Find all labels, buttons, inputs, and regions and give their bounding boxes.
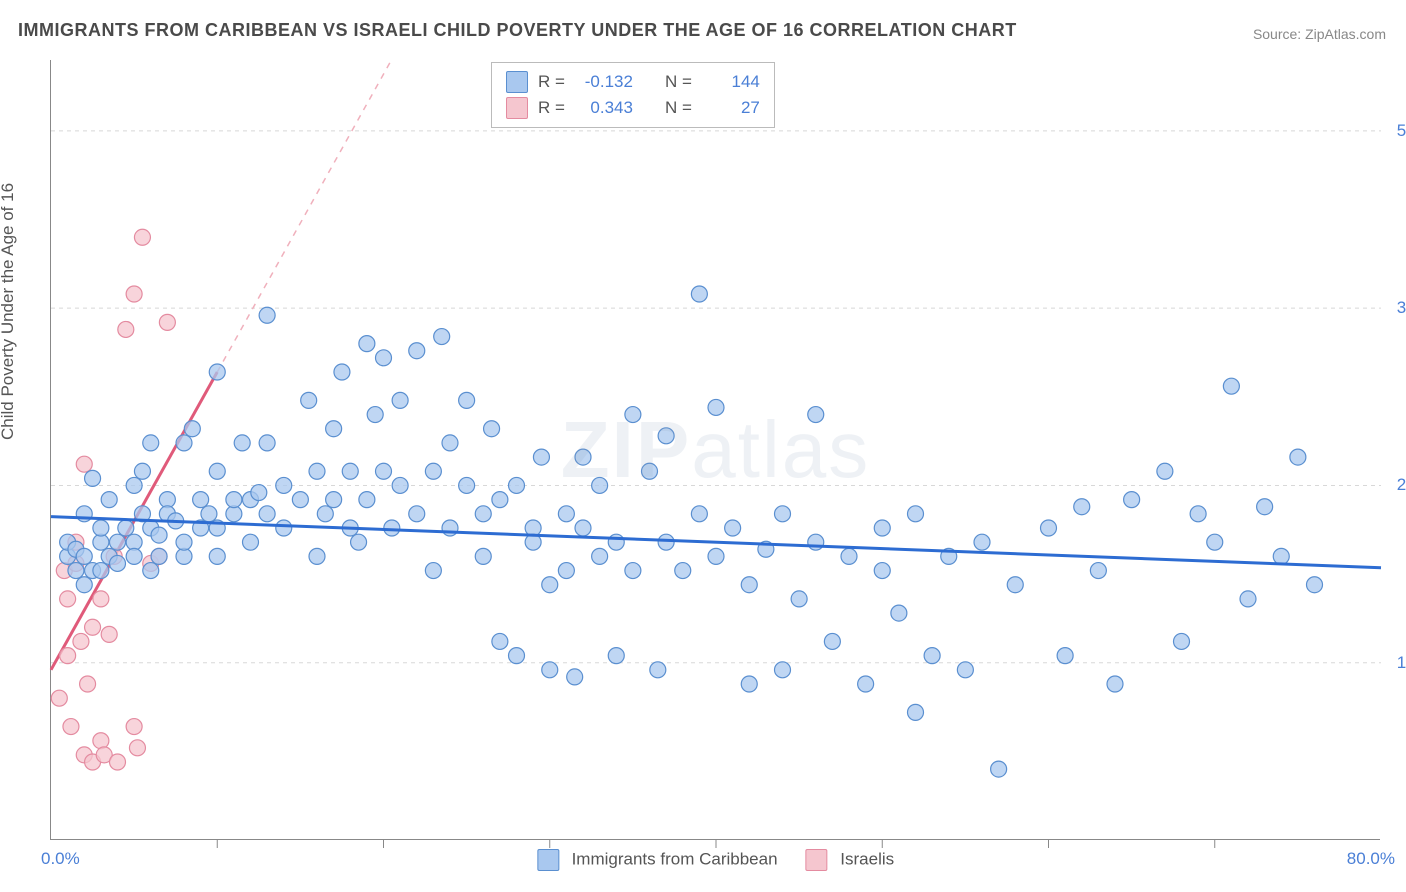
x-tick-label-max: 80.0% xyxy=(1347,849,1395,869)
stat-n-value-blue: 144 xyxy=(702,72,760,92)
stat-r-label: R = xyxy=(538,98,565,118)
legend-item-pink: Israelis xyxy=(806,849,895,871)
y-tick-label: 25.0% xyxy=(1397,475,1406,495)
legend-label-blue: Immigrants from Caribbean xyxy=(572,849,778,868)
y-tick-label: 50.0% xyxy=(1397,121,1406,141)
stat-n-label: N = xyxy=(665,98,692,118)
x-tick-label-min: 0.0% xyxy=(41,849,80,869)
stat-r-value-pink: 0.343 xyxy=(575,98,633,118)
legend-swatch-blue xyxy=(537,849,559,871)
chart-plot-area: ZIPatlas R = -0.132 N = 144 R = 0.343 N … xyxy=(50,60,1380,840)
stat-r-label: R = xyxy=(538,72,565,92)
stat-swatch-pink xyxy=(506,97,528,119)
legend-label-pink: Israelis xyxy=(840,849,894,868)
chart-title: IMMIGRANTS FROM CARIBBEAN VS ISRAELI CHI… xyxy=(18,20,1017,41)
stat-row-pink: R = 0.343 N = 27 xyxy=(506,95,760,121)
correlation-stats-box: R = -0.132 N = 144 R = 0.343 N = 27 xyxy=(491,62,775,128)
legend-item-blue: Immigrants from Caribbean xyxy=(537,849,778,871)
stat-n-value-pink: 27 xyxy=(702,98,760,118)
stat-swatch-blue xyxy=(506,71,528,93)
source-text: Source: ZipAtlas.com xyxy=(1253,26,1386,42)
y-tick-label: 12.5% xyxy=(1397,653,1406,673)
y-tick-label: 37.5% xyxy=(1397,298,1406,318)
stat-r-value-blue: -0.132 xyxy=(575,72,633,92)
y-axis-label: Child Poverty Under the Age of 16 xyxy=(0,183,18,440)
scatter-svg xyxy=(51,60,1381,840)
stat-row-blue: R = -0.132 N = 144 xyxy=(506,69,760,95)
bottom-legend: Immigrants from Caribbean Israelis xyxy=(537,849,894,871)
stat-n-label: N = xyxy=(665,72,692,92)
legend-swatch-pink xyxy=(806,849,828,871)
